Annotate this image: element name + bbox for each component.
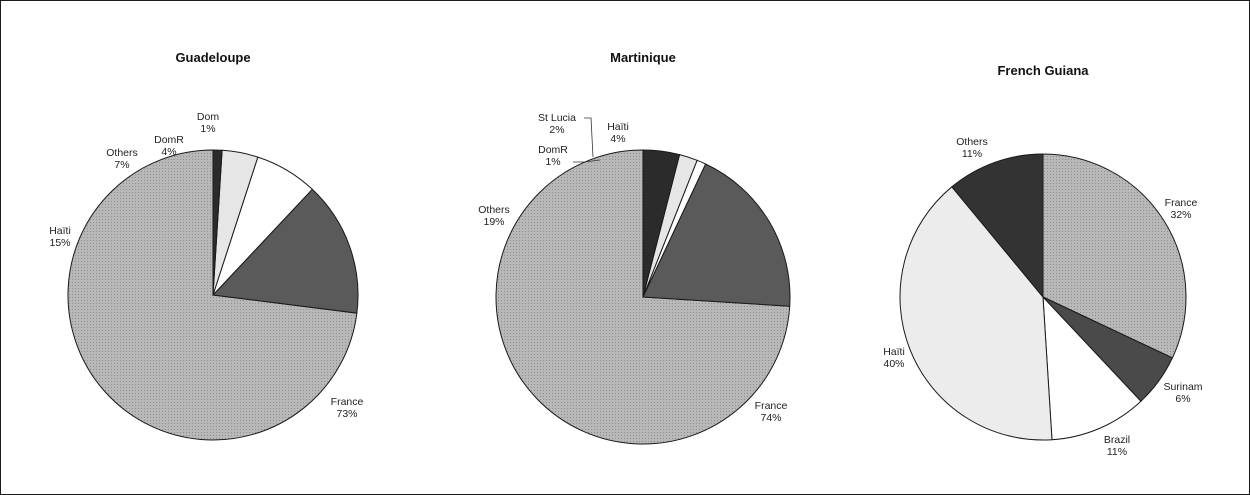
slice-percent: 2% bbox=[549, 124, 564, 136]
slice-percent: 40% bbox=[883, 358, 904, 370]
slice-percent: 6% bbox=[1175, 393, 1190, 405]
slice-name: DomR bbox=[538, 144, 568, 156]
slice-name: Haïti bbox=[607, 121, 629, 133]
slice-label-haiti: Haïti 40% bbox=[883, 346, 905, 370]
slice-percent: 73% bbox=[336, 408, 357, 420]
slice-name: France bbox=[755, 400, 788, 412]
chart-title: French Guiana bbox=[997, 63, 1089, 78]
slice-percent: 32% bbox=[1170, 209, 1191, 221]
slice-label-domr: DomR 1% bbox=[538, 144, 568, 168]
slice-percent: 4% bbox=[610, 133, 625, 145]
slice-percent: 1% bbox=[200, 123, 215, 135]
slice-percent: 11% bbox=[962, 148, 982, 160]
slice-name: Haïti bbox=[883, 346, 905, 358]
slice-percent: 15% bbox=[49, 237, 70, 249]
slice-haiti bbox=[642, 149, 681, 298]
slice-label-haiti: Haïti 15% bbox=[49, 225, 71, 249]
slice-percent: 11% bbox=[1107, 446, 1127, 458]
slice-percent: 1% bbox=[545, 156, 560, 168]
slice-label-st-lucia: St Lucia 2% bbox=[538, 112, 576, 136]
slice-name: France bbox=[1165, 197, 1198, 209]
slice-france bbox=[1042, 153, 1187, 359]
slice-label-dom: Dom 1% bbox=[197, 111, 219, 135]
slice-label-france: France 74% bbox=[755, 400, 788, 424]
slice-label-others: Others 11% bbox=[956, 136, 988, 160]
slice-name: Surinam bbox=[1163, 381, 1202, 393]
slice-label-others: Others 19% bbox=[478, 204, 510, 228]
slice-name: Haïti bbox=[49, 225, 71, 237]
slice-label-haiti: Haïti 4% bbox=[607, 121, 629, 145]
slice-label-brazil: Brazil 11% bbox=[1104, 434, 1130, 458]
slice-label-surinam: Surinam 6% bbox=[1163, 381, 1202, 405]
chart-title: Martinique bbox=[610, 50, 676, 65]
leader-line bbox=[584, 117, 594, 158]
slice-name: DomR bbox=[154, 134, 184, 146]
slice-name: Dom bbox=[197, 111, 219, 123]
slice-percent: 7% bbox=[114, 159, 129, 171]
slice-label-france: France 73% bbox=[331, 396, 364, 420]
chart-title: Guadeloupe bbox=[175, 50, 250, 65]
slice-name: Others bbox=[478, 204, 510, 216]
slice-label-france: France 32% bbox=[1165, 197, 1198, 221]
slice-label-domr: DomR 4% bbox=[154, 134, 184, 158]
pie-guadeloupe: Guadeloupe France 73% Haïti 15% Others 7% DomR 4… bbox=[49, 50, 364, 441]
slice-dom bbox=[212, 149, 223, 296]
slice-name: France bbox=[331, 396, 364, 408]
slice-name: St Lucia bbox=[538, 112, 576, 124]
pie-martinique: Martinique France 74% Others 19% DomR 1% St Luc… bbox=[478, 50, 791, 445]
slice-others bbox=[951, 153, 1044, 299]
slice-percent: 4% bbox=[161, 146, 176, 158]
slice-haiti bbox=[899, 186, 1053, 441]
leader-line bbox=[573, 159, 601, 163]
slice-percent: 74% bbox=[760, 412, 781, 424]
slice-name: Brazil bbox=[1104, 434, 1130, 446]
slice-label-others: Others 7% bbox=[106, 147, 138, 171]
slice-haiti bbox=[211, 188, 359, 314]
slice-name: Others bbox=[956, 136, 988, 148]
slice-brazil bbox=[1042, 295, 1142, 441]
slice-percent: 19% bbox=[483, 216, 504, 228]
slice-name: Others bbox=[106, 147, 138, 159]
slice-others bbox=[642, 163, 791, 307]
